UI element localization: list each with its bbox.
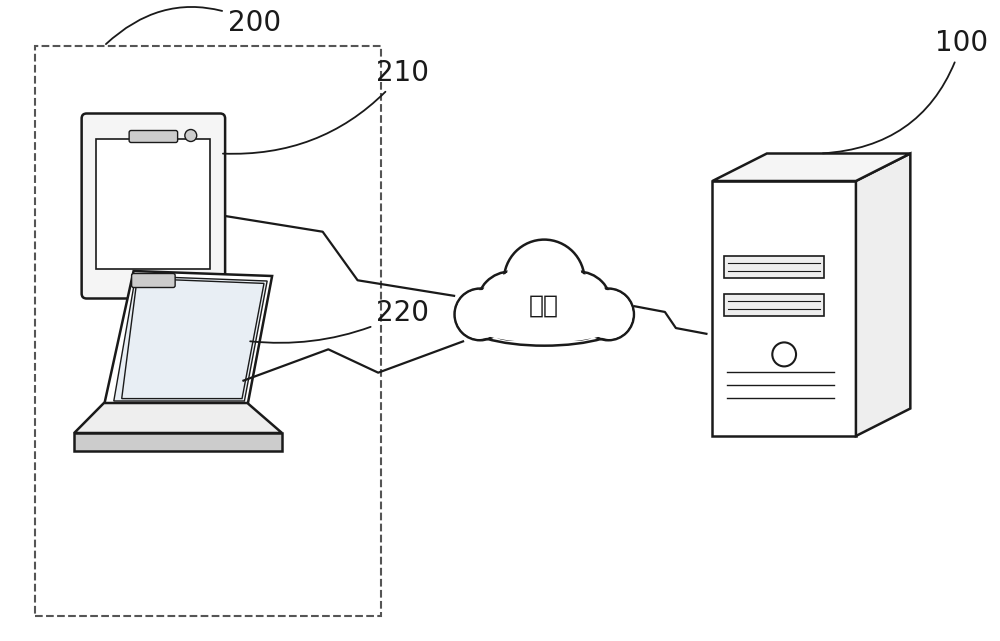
Text: 网络: 网络: [529, 294, 559, 318]
Polygon shape: [114, 276, 267, 401]
Text: 220: 220: [250, 299, 429, 343]
Polygon shape: [122, 278, 264, 399]
Circle shape: [477, 272, 544, 340]
Circle shape: [772, 342, 796, 367]
Text: 100: 100: [823, 29, 988, 153]
Circle shape: [506, 242, 582, 319]
Ellipse shape: [465, 300, 623, 343]
Text: 200: 200: [106, 7, 281, 44]
FancyBboxPatch shape: [82, 113, 225, 299]
Polygon shape: [74, 433, 282, 451]
Ellipse shape: [462, 297, 627, 345]
Bar: [724, 294, 824, 316]
Circle shape: [504, 240, 585, 321]
Polygon shape: [104, 271, 272, 406]
Circle shape: [479, 274, 542, 338]
Polygon shape: [856, 153, 910, 436]
Bar: [724, 256, 824, 278]
FancyBboxPatch shape: [132, 274, 175, 288]
Circle shape: [456, 290, 504, 338]
Circle shape: [185, 129, 197, 142]
Circle shape: [584, 290, 632, 338]
Circle shape: [455, 288, 506, 340]
Circle shape: [583, 288, 634, 340]
Bar: [712, 181, 856, 436]
Bar: [35, 46, 381, 616]
Circle shape: [544, 272, 612, 340]
FancyBboxPatch shape: [129, 131, 178, 142]
Text: 210: 210: [223, 59, 429, 154]
Bar: [96, 138, 210, 269]
Polygon shape: [74, 403, 282, 433]
Polygon shape: [712, 153, 910, 181]
Circle shape: [546, 274, 610, 338]
